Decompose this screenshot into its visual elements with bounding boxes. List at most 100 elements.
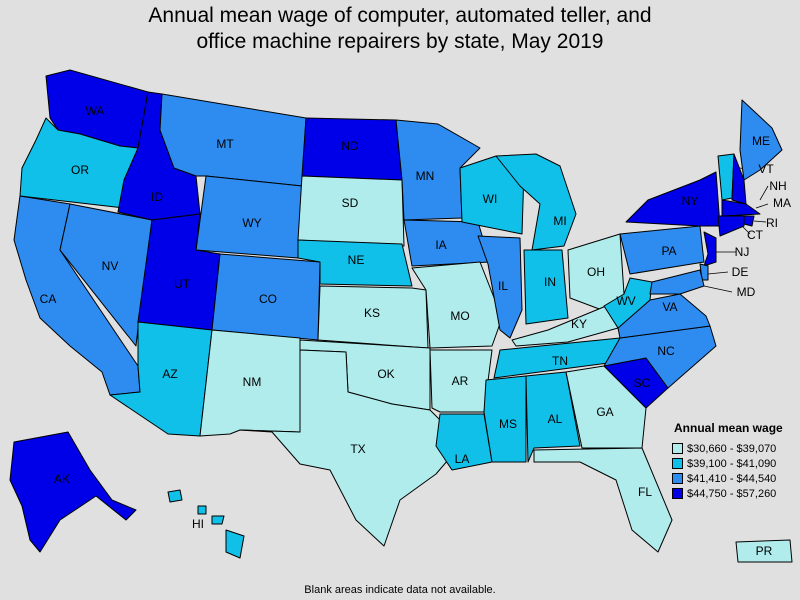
state-label-fl: FL [638,485,652,499]
state-fl [533,447,673,553]
legend-item: $39,100 - $41,090 [672,456,783,471]
state-label-ia: IA [435,238,446,252]
legend-label: $30,660 - $39,070 [687,442,777,455]
state-label-me: ME [752,134,770,148]
state-hi [167,489,245,559]
state-label-mi: MI [553,214,566,228]
leader-line [759,185,769,201]
state-ne [297,239,413,287]
state-label-nh: NH [769,179,786,193]
state-label-ok: OK [377,367,394,381]
legend-item: $30,660 - $39,070 [672,441,783,456]
leader-line [753,220,767,223]
state-label-al: AL [548,412,563,426]
legend-label: $41,410 - $44,540 [687,472,777,485]
state-label-wi: WI [483,192,498,206]
leader-line [707,271,729,275]
state-label-mn: MN [416,169,435,183]
state-label-mt: MT [216,137,234,151]
state-la [435,413,493,471]
state-label-ut: UT [174,277,191,291]
map-title-line-1: Annual mean wage of computer, automated … [148,4,652,27]
state-label-wy: WY [242,216,261,230]
state-label-ct: CT [747,228,764,242]
state-label-ks: KS [364,306,380,320]
state-label-sd: SD [342,196,359,210]
state-label-ar: AR [452,374,469,388]
state-label-ga: GA [596,405,613,419]
state-label-ca: CA [40,292,57,306]
map-title: Annual mean wage of computer, automated … [0,0,800,55]
state-label-ri: RI [766,216,778,230]
legend-swatch [672,473,683,484]
state-ma [721,199,761,217]
state-label-la: LA [455,452,470,466]
state-wi [459,155,525,235]
legend-label: $39,100 - $41,090 [687,457,777,470]
state-pr [735,539,793,563]
state-label-ne: NE [348,253,365,267]
state-label-hi: HI [192,517,204,531]
state-label-mo: MO [450,309,469,323]
state-label-ma: MA [773,196,791,210]
state-in [523,249,569,325]
state-label-pr: PR [756,544,773,558]
state-pa [619,225,705,275]
legend-item: $41,410 - $44,540 [672,471,783,486]
state-label-nc: NC [657,344,675,358]
state-label-oh: OH [587,265,605,279]
legend-swatch [672,488,683,499]
legend-label: $44,750 - $57,260 [687,487,777,500]
state-ny [625,171,721,227]
state-ms [483,375,527,463]
state-nj [703,231,717,267]
state-label-sc: SC [634,376,651,390]
state-tx [239,349,449,547]
state-ia [403,219,491,267]
state-label-tn: TN [552,354,568,368]
state-mo [411,261,503,349]
state-ar [429,349,493,413]
map-title-line-2: office machine repairers by state, May 2… [196,30,604,53]
state-label-vt: VT [758,162,774,176]
state-mi [495,153,577,251]
state-label-nv: NV [102,259,119,273]
state-label-az: AZ [162,367,177,381]
legend-swatch [672,443,683,454]
state-ct [717,215,745,237]
state-label-wv: WV [616,294,635,308]
state-label-de: DE [732,265,749,279]
state-label-wa: WA [86,104,105,118]
state-label-ms: MS [499,417,517,431]
state-label-il: IL [498,279,508,293]
state-sd [297,175,405,247]
state-label-nd: ND [341,139,359,153]
footnote: Blank areas indicate data not available. [304,584,496,596]
state-al [525,371,581,463]
leader-line [755,203,769,209]
state-ks [317,285,429,349]
state-il [477,235,523,339]
leader-line [703,285,733,293]
state-label-ky: KY [571,317,587,331]
state-label-nj: NJ [735,245,750,259]
state-label-ny: NY [682,194,699,208]
state-ri [743,215,755,227]
legend-title: Annual mean wage [674,421,783,435]
state-md [649,269,705,295]
state-label-id: ID [151,190,163,204]
state-vt [717,153,735,201]
state-ga [565,365,647,449]
state-label-tx: TX [350,442,365,456]
state-label-nm: NM [243,375,262,389]
state-nv [59,203,153,347]
state-label-va: VA [662,300,677,314]
state-label-md: MD [737,285,756,299]
state-me [739,99,783,181]
state-label-ak: AK [54,472,70,486]
state-label-pa: PA [661,244,676,258]
legend: Annual mean wage $30,660 - $39,070 $39,1… [672,421,783,501]
state-ak [9,431,137,553]
state-label-co: CO [259,292,277,306]
